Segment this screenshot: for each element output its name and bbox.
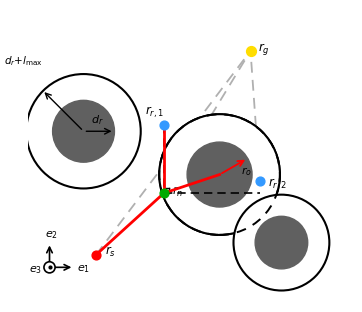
Text: $e_1$: $e_1$	[77, 263, 90, 275]
Circle shape	[255, 216, 308, 269]
Circle shape	[52, 100, 114, 162]
Text: $r_g$: $r_g$	[258, 41, 270, 57]
Text: $d_r$: $d_r$	[91, 113, 104, 127]
Text: $e_2$: $e_2$	[45, 229, 58, 241]
Point	[161, 123, 167, 128]
Circle shape	[26, 74, 141, 188]
Point	[248, 48, 253, 53]
Circle shape	[44, 262, 55, 273]
Point	[257, 178, 263, 183]
Text: $r_s$: $r_s$	[105, 245, 116, 259]
Text: $r_{r,1}$: $r_{r,1}$	[146, 105, 164, 120]
Text: $e_3$: $e_3$	[29, 264, 42, 276]
Text: $r_n$: $r_n$	[172, 184, 183, 199]
Circle shape	[187, 142, 252, 207]
Circle shape	[233, 195, 329, 290]
Text: $r_{r,2}$: $r_{r,2}$	[268, 176, 286, 192]
Point	[161, 191, 167, 196]
Text: $r_o$: $r_o$	[241, 165, 252, 178]
Point	[93, 252, 99, 257]
Circle shape	[159, 114, 280, 235]
Text: $d_r{+}l_{\max}$: $d_r{+}l_{\max}$	[4, 54, 43, 68]
Circle shape	[159, 114, 280, 235]
